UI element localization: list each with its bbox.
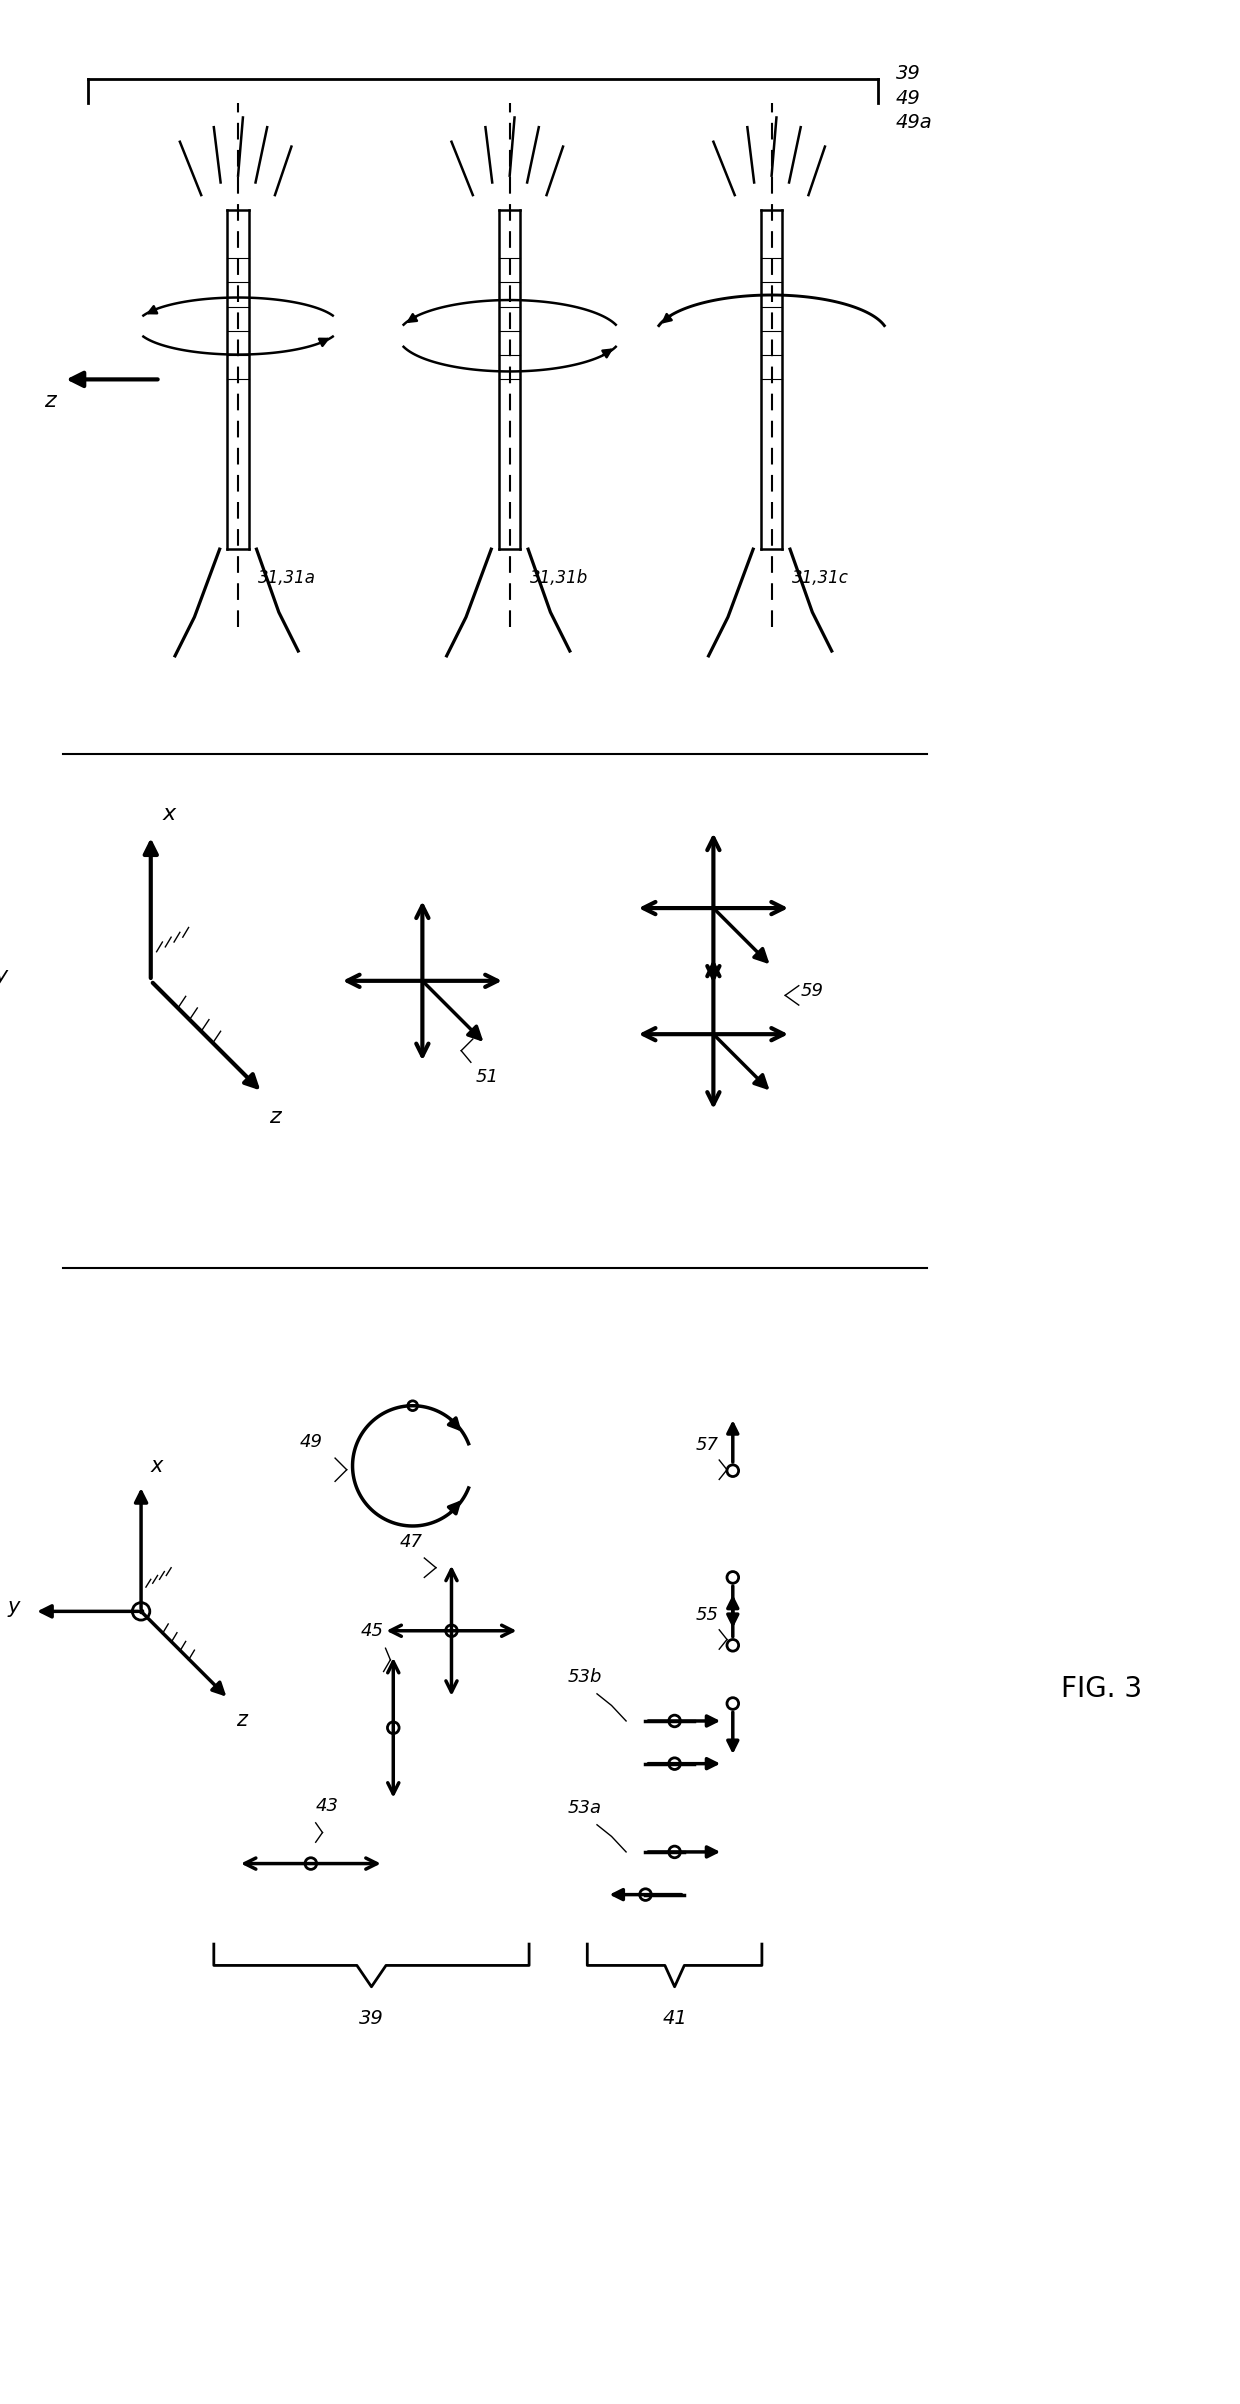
Text: 47: 47 [399, 1534, 423, 1551]
Text: 49a: 49a [895, 113, 932, 132]
Text: y: y [7, 1596, 20, 1615]
Text: 53b: 53b [568, 1668, 601, 1685]
Text: 53a: 53a [568, 1798, 601, 1817]
Text: 31,31c: 31,31c [792, 570, 849, 587]
Text: y: y [0, 966, 7, 986]
Text: FIG. 3: FIG. 3 [1061, 1676, 1142, 1702]
Text: 55: 55 [696, 1606, 718, 1625]
Text: 49: 49 [895, 89, 920, 108]
Text: z: z [236, 1709, 247, 1731]
Text: 51: 51 [476, 1067, 498, 1087]
Text: 49: 49 [299, 1433, 322, 1452]
Text: x: x [162, 803, 176, 825]
Text: 41: 41 [662, 2010, 687, 2029]
Text: 45: 45 [361, 1623, 383, 1640]
Text: 39: 39 [360, 2010, 384, 2029]
Text: 31,31b: 31,31b [529, 570, 588, 587]
Text: z: z [269, 1106, 280, 1127]
Text: 57: 57 [696, 1435, 718, 1454]
Text: 31,31a: 31,31a [258, 570, 316, 587]
Text: 39: 39 [895, 65, 920, 84]
Text: z: z [45, 392, 56, 411]
Text: x: x [151, 1454, 164, 1476]
Text: 59: 59 [801, 981, 823, 1000]
Text: 43: 43 [316, 1798, 339, 1815]
